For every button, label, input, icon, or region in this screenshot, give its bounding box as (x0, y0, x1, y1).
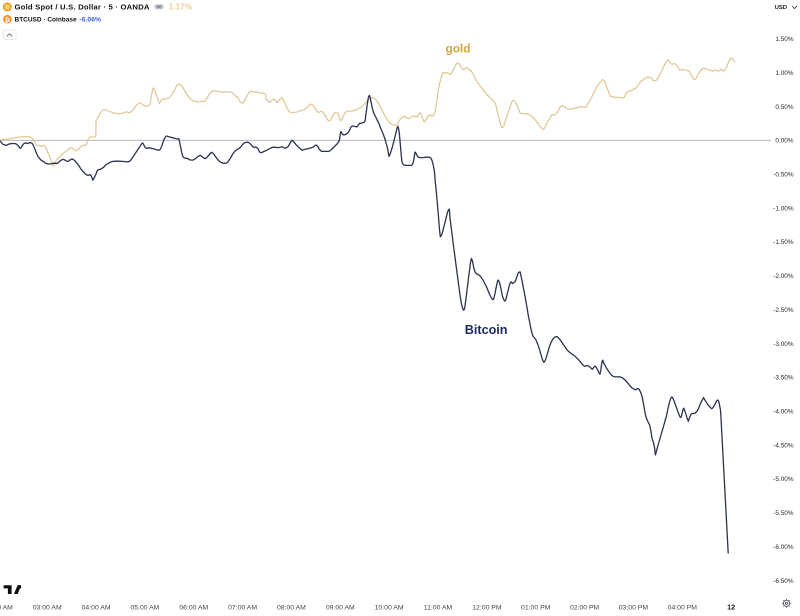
svg-text:1.00%: 1.00% (775, 70, 793, 77)
svg-text:12:00 PM: 12:00 PM (472, 605, 502, 612)
svg-text:BTCUSD · Coinbase: BTCUSD · Coinbase (15, 17, 78, 24)
svg-text:-1.50%: -1.50% (773, 239, 794, 246)
svg-text:-6.50%: -6.50% (773, 578, 794, 585)
svg-text:10:00 AM: 10:00 AM (375, 605, 404, 612)
svg-text:02:00 PM: 02:00 PM (570, 605, 600, 612)
svg-text:05:00 AM: 05:00 AM (130, 605, 159, 612)
svg-text:-2.50%: -2.50% (773, 307, 794, 314)
svg-text:-4.00%: -4.00% (773, 409, 794, 416)
svg-text:0.50%: 0.50% (775, 104, 793, 111)
svg-text:09:00 AM: 09:00 AM (326, 605, 355, 612)
svg-text:03:00 PM: 03:00 PM (619, 605, 649, 612)
svg-text:04:00 PM: 04:00 PM (668, 605, 698, 612)
svg-text:07:00 AM: 07:00 AM (228, 605, 257, 612)
svg-text:0.00%: 0.00% (775, 138, 793, 145)
svg-text:-5.00%: -5.00% (773, 476, 794, 483)
svg-text:06:00 AM: 06:00 AM (179, 605, 208, 612)
svg-text:gold: gold (446, 42, 471, 56)
svg-text:-3.00%: -3.00% (773, 341, 794, 348)
svg-text:12: 12 (727, 603, 735, 612)
svg-text:USD: USD (775, 5, 787, 11)
svg-text:-5.50%: -5.50% (773, 510, 794, 517)
svg-text:-6.06%: -6.06% (80, 17, 102, 24)
svg-text:1.50%: 1.50% (775, 36, 793, 43)
svg-text:Bitcoin: Bitcoin (465, 323, 508, 337)
svg-text:01:00 PM: 01:00 PM (521, 605, 551, 612)
svg-text:-4.50%: -4.50% (773, 442, 794, 449)
svg-text:₿: ₿ (5, 16, 10, 24)
svg-text:08:00 AM: 08:00 AM (277, 605, 306, 612)
svg-text:03:00 AM: 03:00 AM (33, 605, 62, 612)
svg-text:-0.50%: -0.50% (773, 172, 794, 179)
svg-text:Gold Spot / U.S. Dollar · 5 ·: Gold Spot / U.S. Dollar · 5 · OANDA (15, 3, 150, 12)
svg-text:-3.50%: -3.50% (773, 375, 794, 382)
svg-text:11:00 AM: 11:00 AM (424, 605, 453, 612)
svg-text:02:00 AM: 02:00 AM (0, 605, 13, 612)
svg-text:-2.00%: -2.00% (773, 273, 794, 280)
svg-text:-6.00%: -6.00% (773, 544, 794, 551)
svg-text:04:00 AM: 04:00 AM (82, 605, 111, 612)
svg-text:-1.00%: -1.00% (773, 205, 794, 212)
svg-text:1.17%: 1.17% (169, 3, 193, 12)
